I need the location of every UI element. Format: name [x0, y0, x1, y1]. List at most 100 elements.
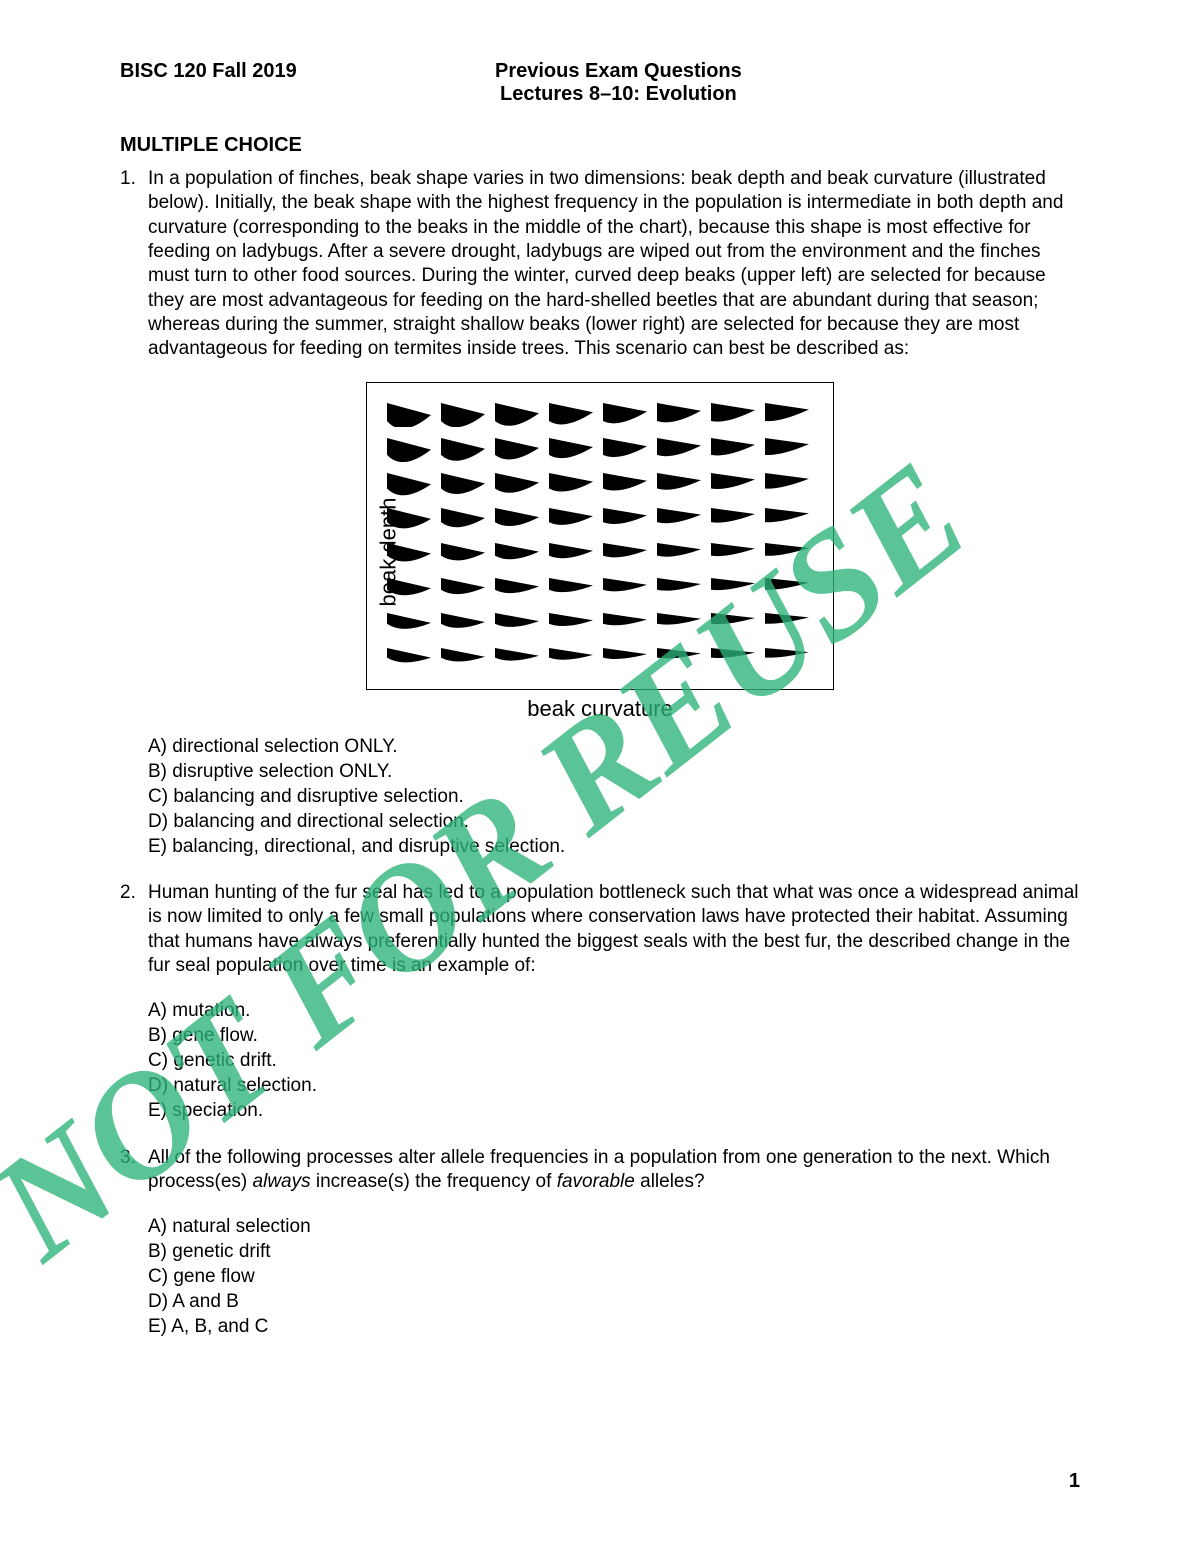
chart-y-axis-label: beak depth [375, 497, 401, 606]
question-1-text: In a population of finches, beak shape v… [148, 167, 1080, 362]
beak-icon [439, 502, 489, 532]
beak-icon [763, 572, 813, 602]
choice: C) balancing and disruptive selection. [148, 784, 1080, 809]
beak-chart: beak depth beak curvature [120, 382, 1080, 722]
question-1-choices: A) directional selection ONLY. B) disrup… [148, 734, 1080, 859]
page: NOT FOR REUSE BISC 120 Fall 2019 Previou… [0, 0, 1200, 1553]
choice: E) A, B, and C [148, 1314, 1080, 1339]
beak-icon [709, 572, 759, 602]
beak-icon [493, 467, 543, 497]
beak-icon [655, 502, 705, 532]
beak-grid [385, 397, 815, 675]
beak-icon [439, 432, 489, 462]
beak-icon [709, 642, 759, 672]
beak-icon [439, 467, 489, 497]
choice: A) directional selection ONLY. [148, 734, 1080, 759]
choice: E) balancing, directional, and disruptiv… [148, 834, 1080, 859]
beak-icon [709, 397, 759, 427]
beak-icon [763, 502, 813, 532]
beak-icon [655, 467, 705, 497]
beak-icon [601, 537, 651, 567]
choice: A) natural selection [148, 1214, 1080, 1239]
choice: A) mutation. [148, 998, 1080, 1023]
beak-icon [385, 432, 435, 462]
beak-icon [601, 642, 651, 672]
choice: D) balancing and directional selection. [148, 809, 1080, 834]
beak-icon [547, 607, 597, 637]
choice: D) A and B [148, 1289, 1080, 1314]
beak-icon [385, 397, 435, 427]
beak-icon [763, 642, 813, 672]
beak-icon [601, 397, 651, 427]
beak-icon [709, 432, 759, 462]
beak-icon [763, 467, 813, 497]
q3-part: increase(s) the frequency of [311, 1171, 557, 1192]
question-2-number: 2. [120, 881, 148, 978]
beak-icon [385, 467, 435, 497]
beak-icon [601, 572, 651, 602]
beak-icon [547, 502, 597, 532]
course-code: BISC 120 Fall 2019 [120, 60, 297, 106]
question-3-number: 3. [120, 1146, 148, 1195]
choice: B) disruptive selection ONLY. [148, 759, 1080, 784]
beak-icon [601, 502, 651, 532]
title-block: Previous Exam Questions Lectures 8–10: E… [297, 60, 940, 106]
question-2-text: Human hunting of the fur seal has led to… [148, 881, 1080, 978]
title-sub: Lectures 8–10: Evolution [297, 83, 940, 106]
beak-icon [493, 537, 543, 567]
choice: C) gene flow [148, 1264, 1080, 1289]
beak-icon [493, 432, 543, 462]
beak-icon [547, 432, 597, 462]
choice: C) genetic drift. [148, 1048, 1080, 1073]
beak-icon [493, 397, 543, 427]
question-3: 3. All of the following processes alter … [120, 1146, 1080, 1195]
beak-icon [763, 607, 813, 637]
beak-icon [493, 502, 543, 532]
beak-icon [493, 607, 543, 637]
beak-icon [439, 607, 489, 637]
beak-icon [385, 607, 435, 637]
beak-icon [655, 572, 705, 602]
beak-icon [709, 607, 759, 637]
beak-icon [763, 432, 813, 462]
beak-icon [547, 642, 597, 672]
chart-x-axis-label: beak curvature [366, 696, 834, 722]
q3-italic: favorable [557, 1171, 635, 1192]
beak-icon [439, 397, 489, 427]
question-3-choices: A) natural selection B) genetic drift C)… [148, 1214, 1080, 1339]
beak-icon [655, 537, 705, 567]
beak-icon [655, 432, 705, 462]
question-1-number: 1. [120, 167, 148, 362]
beak-icon [547, 537, 597, 567]
beak-icon [439, 537, 489, 567]
choice: E) speciation. [148, 1098, 1080, 1123]
page-number: 1 [1069, 1470, 1080, 1493]
beak-icon [655, 642, 705, 672]
question-3-text: All of the following processes alter all… [148, 1146, 1080, 1195]
beak-icon [439, 572, 489, 602]
beak-icon [709, 502, 759, 532]
beak-icon [601, 432, 651, 462]
chart-box [366, 382, 834, 690]
title-main: Previous Exam Questions [297, 60, 940, 83]
beak-icon [601, 607, 651, 637]
beak-icon [655, 397, 705, 427]
beak-icon [547, 467, 597, 497]
beak-icon [709, 537, 759, 567]
beak-icon [547, 397, 597, 427]
beak-icon [547, 572, 597, 602]
choice: B) genetic drift [148, 1239, 1080, 1264]
section-heading: MULTIPLE CHOICE [120, 134, 1080, 157]
beak-icon [385, 642, 435, 672]
beak-icon [493, 572, 543, 602]
choice: B) gene flow. [148, 1023, 1080, 1048]
beak-icon [709, 467, 759, 497]
header-row: BISC 120 Fall 2019 Previous Exam Questio… [120, 60, 1080, 106]
choice: D) natural selection. [148, 1073, 1080, 1098]
beak-icon [439, 642, 489, 672]
q3-italic: always [253, 1171, 311, 1192]
question-1: 1. In a population of finches, beak shap… [120, 167, 1080, 362]
beak-icon [493, 642, 543, 672]
question-2-choices: A) mutation. B) gene flow. C) genetic dr… [148, 998, 1080, 1123]
beak-icon [601, 467, 651, 497]
